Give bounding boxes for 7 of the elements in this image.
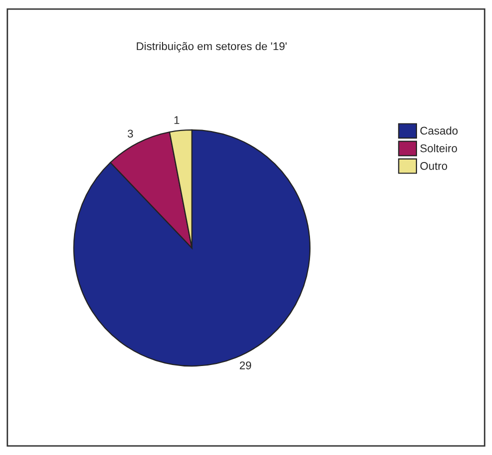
legend-label: Solteiro	[420, 144, 457, 152]
legend-label: Casado	[420, 126, 458, 135]
chart-title: Distribuição em setores de '19'	[136, 42, 287, 52]
data-label: 1	[174, 116, 180, 124]
legend-label: Outro	[420, 162, 448, 170]
data-label: 3	[128, 130, 133, 138]
data-label: 29	[240, 361, 252, 370]
